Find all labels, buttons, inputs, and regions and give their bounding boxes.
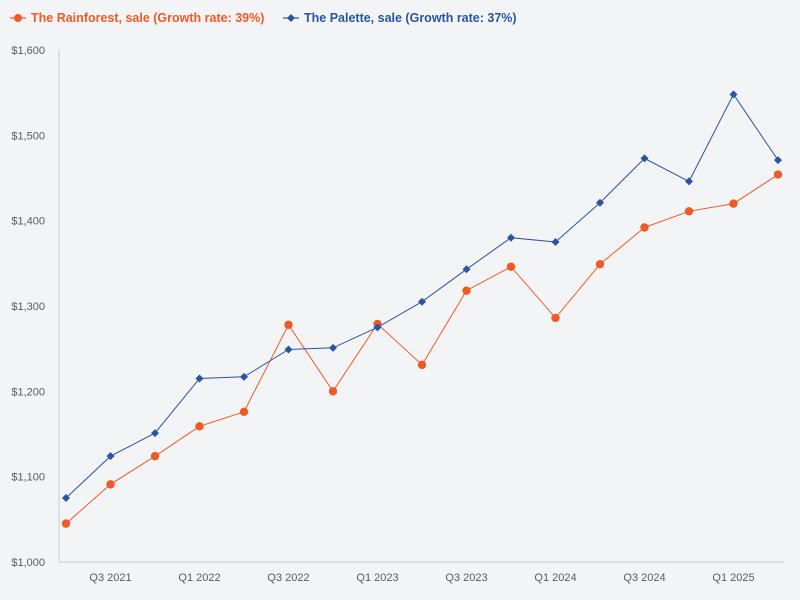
y-tick-label: $1,600 (11, 45, 45, 57)
data-point-rainforest[interactable] (773, 170, 783, 179)
x-tick-label: Q3 2024 (623, 572, 665, 584)
data-point-rainforest[interactable] (729, 199, 738, 208)
data-point-palette[interactable] (640, 154, 649, 163)
x-tick-label: Q1 2025 (712, 572, 754, 584)
y-tick-label: $1,100 (11, 472, 45, 484)
legend-swatch-rainforest-marker (14, 14, 22, 22)
data-point-rainforest[interactable] (640, 223, 649, 232)
data-point-rainforest[interactable] (106, 480, 115, 489)
x-ticks: Q3 2021 Q1 2022 Q3 2022 Q1 2023 Q3 2023 Q1 20… (89, 572, 754, 584)
data-point-rainforest[interactable] (239, 407, 249, 417)
data-point-palette[interactable] (373, 323, 382, 332)
legend-item-rainforest[interactable]: The Rainforest, sale (Growth rate: 39%) (10, 11, 264, 25)
series-palette (62, 90, 782, 502)
data-point-rainforest[interactable] (595, 259, 605, 269)
data-point-rainforest[interactable] (417, 360, 427, 370)
data-point-palette[interactable] (195, 374, 204, 383)
data-point-palette[interactable] (774, 156, 782, 165)
legend-label-palette: The Palette, sale (Growth rate: 37%) (304, 11, 517, 25)
x-tick-label: Q3 2021 (89, 572, 131, 584)
legend-swatch-palette-marker (287, 14, 295, 22)
data-point-palette[interactable] (729, 90, 738, 99)
data-point-palette[interactable] (329, 343, 337, 352)
data-point-palette[interactable] (685, 177, 693, 186)
data-point-rainforest[interactable] (506, 262, 516, 271)
data-point-rainforest[interactable] (195, 422, 204, 431)
legend: The Rainforest, sale (Growth rate: 39%) … (10, 11, 517, 25)
data-point-palette[interactable] (151, 429, 159, 438)
data-point-palette[interactable] (284, 345, 293, 354)
data-point-rainforest[interactable] (462, 286, 471, 295)
x-tick-label: Q3 2022 (267, 572, 309, 584)
x-tick-label: Q3 2023 (445, 572, 487, 584)
data-point-palette[interactable] (418, 297, 426, 306)
series-line-palette (65, 93, 779, 499)
data-point-palette[interactable] (240, 372, 248, 381)
series-line-rainforest (65, 174, 779, 524)
data-point-rainforest[interactable] (684, 207, 694, 216)
data-point-palette[interactable] (462, 265, 471, 274)
y-tick-label: $1,500 (11, 130, 45, 142)
y-tick-label: $1,300 (11, 301, 45, 313)
x-tick-label: Q1 2023 (356, 572, 398, 584)
data-point-rainforest[interactable] (551, 313, 560, 323)
axes (58, 50, 785, 563)
x-tick-label: Q1 2024 (534, 572, 576, 584)
data-point-palette[interactable] (62, 494, 70, 502)
y-tick-label: $1,400 (11, 216, 45, 228)
data-point-palette[interactable] (106, 452, 115, 461)
data-point-rainforest[interactable] (328, 387, 338, 396)
data-point-rainforest[interactable] (150, 451, 160, 461)
data-point-rainforest[interactable] (61, 519, 71, 528)
legend-item-palette[interactable]: The Palette, sale (Growth rate: 37%) (283, 11, 517, 25)
y-ticks: $1,000 $1,100 $1,200 $1,300 $1,400 $1,500 $1,6… (11, 45, 45, 569)
y-tick-label: $1,200 (11, 386, 45, 398)
data-point-palette[interactable] (596, 198, 604, 207)
series-layer (61, 90, 783, 528)
y-tick-label: $1,000 (11, 557, 45, 569)
data-point-rainforest[interactable] (284, 320, 293, 329)
x-tick-label: Q1 2022 (178, 572, 220, 584)
legend-label-rainforest: The Rainforest, sale (Growth rate: 39%) (31, 11, 264, 25)
data-point-palette[interactable] (507, 233, 515, 242)
series-rainforest (61, 170, 783, 528)
data-point-palette[interactable] (551, 238, 560, 246)
